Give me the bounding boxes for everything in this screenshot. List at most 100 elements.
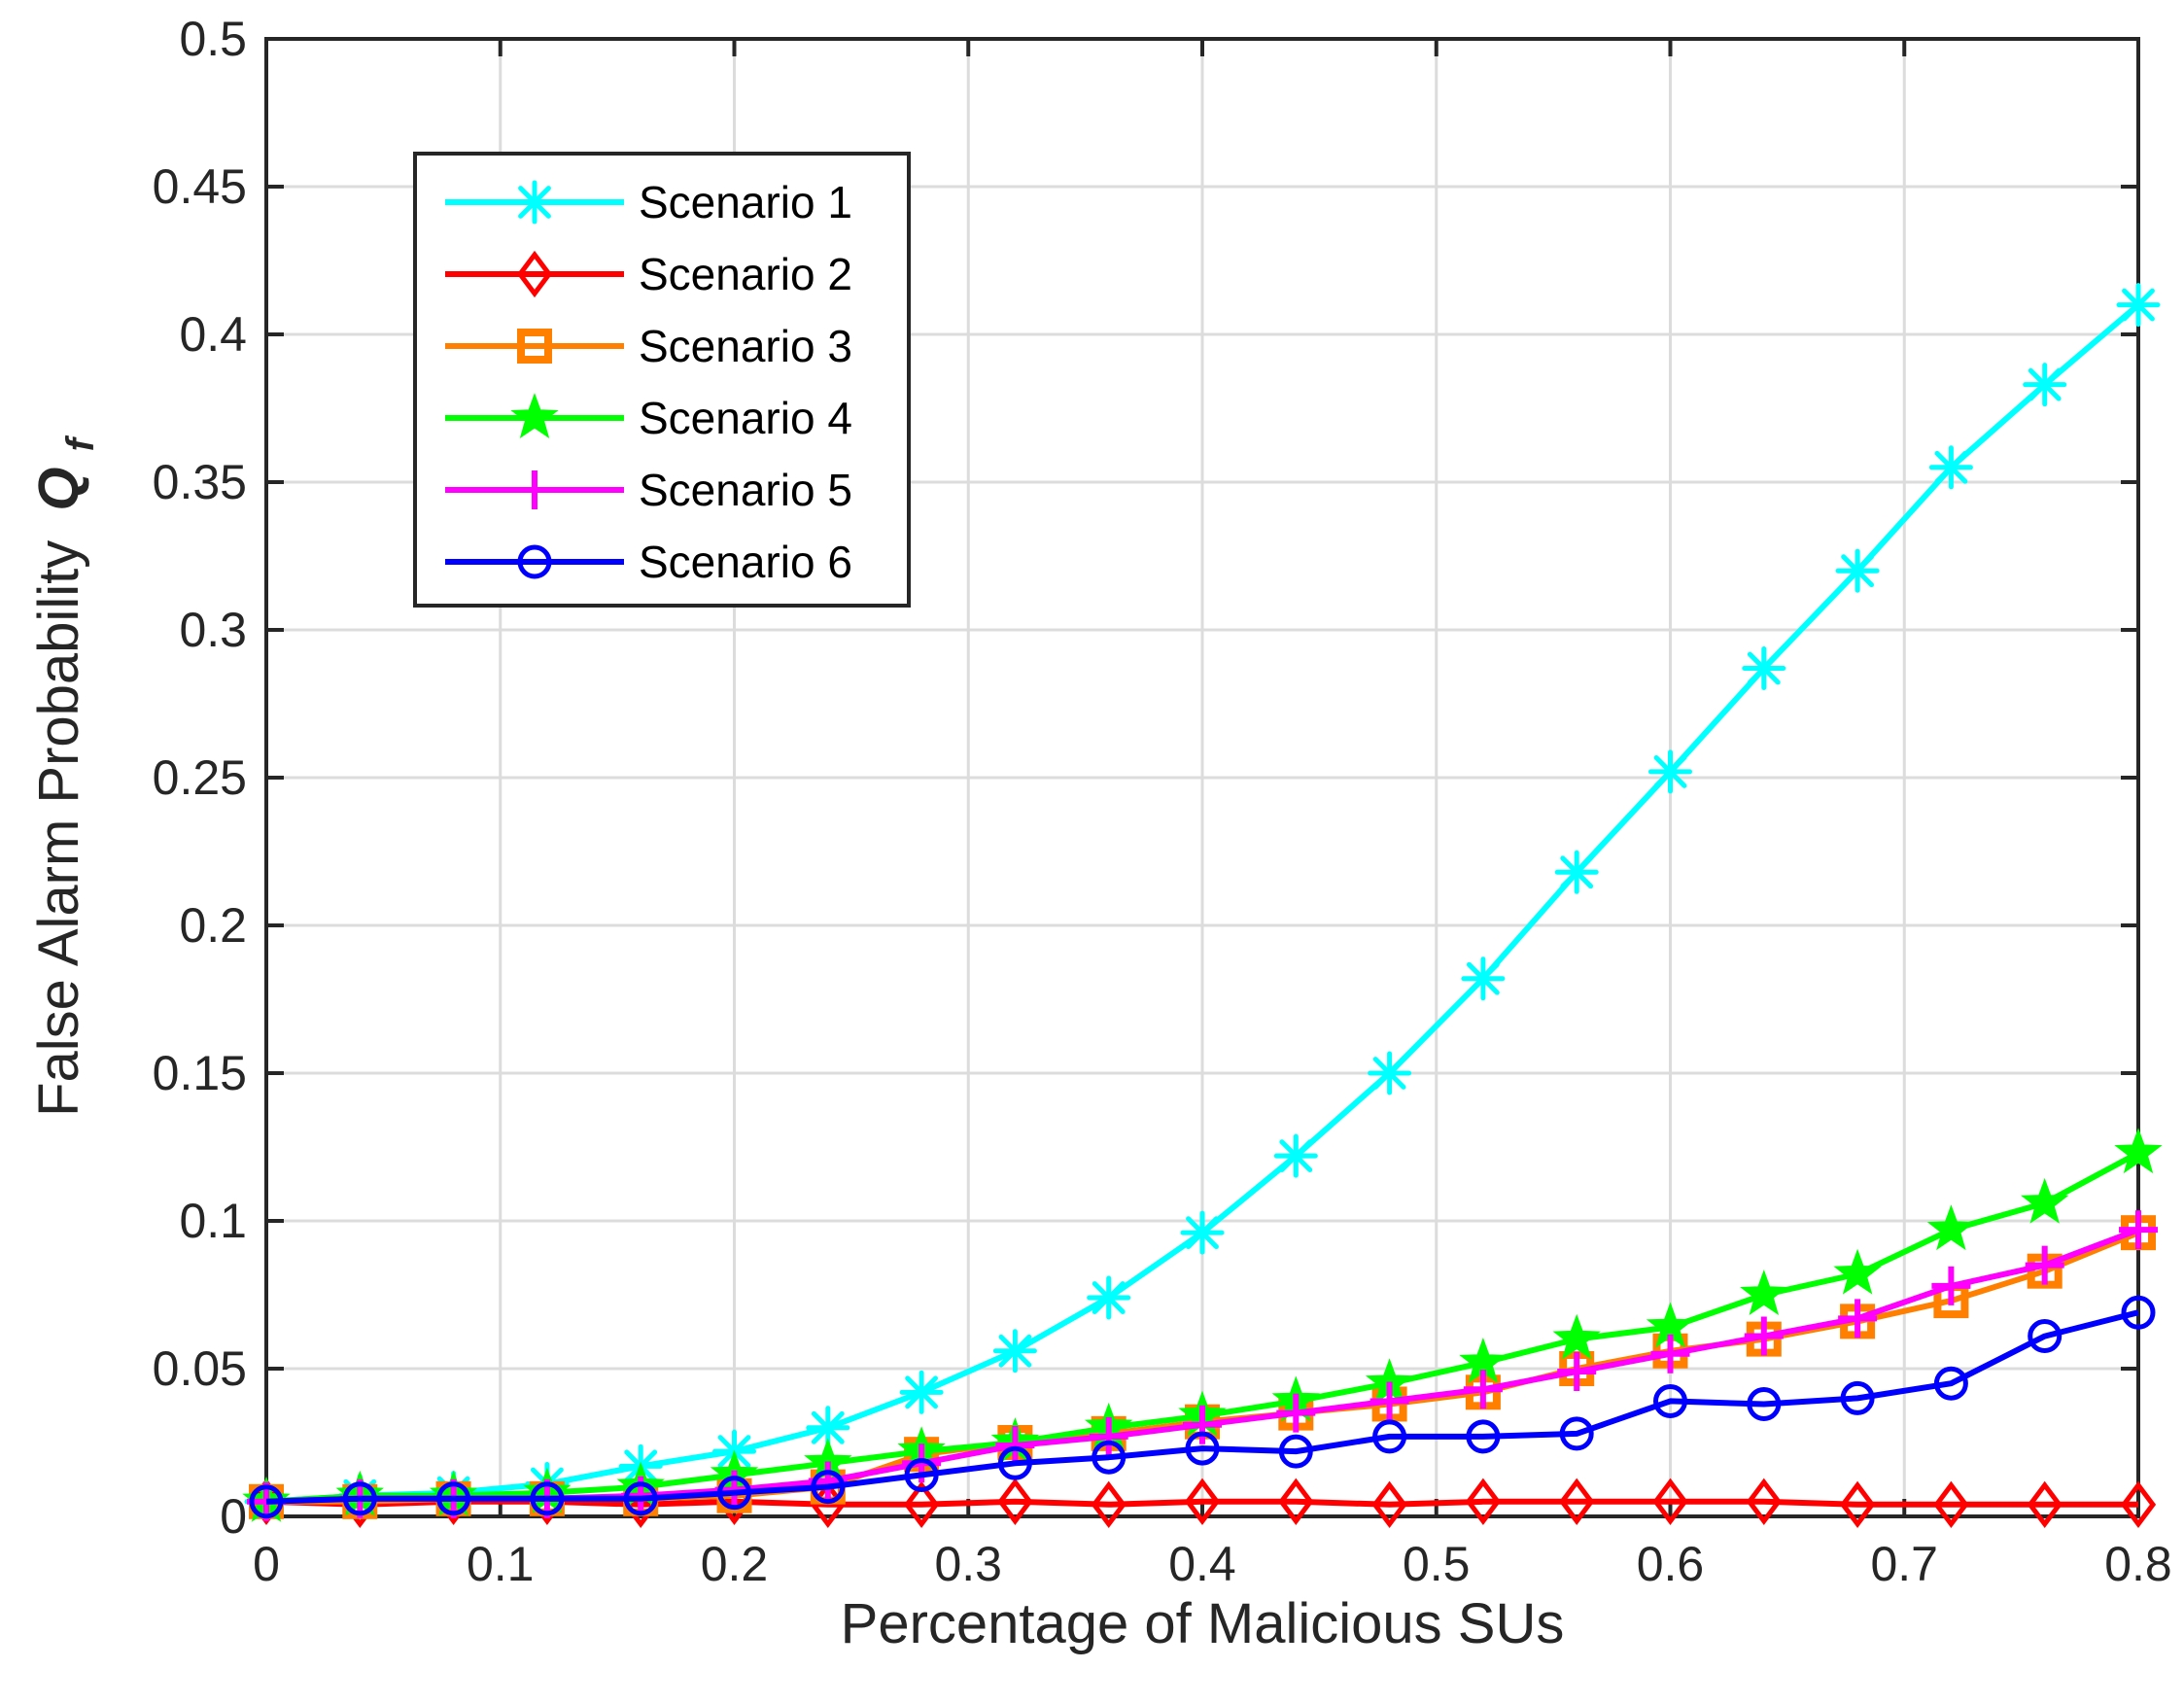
data-point [2021, 1177, 2069, 1224]
x-tick-label: 0.1 [467, 1537, 535, 1591]
data-point [1840, 1380, 1875, 1415]
data-point [436, 1481, 471, 1516]
series-group [242, 283, 2163, 1529]
data-point [1092, 1440, 1127, 1475]
legend-marker [517, 329, 552, 364]
y-axis-label: False Alarm Probability Q f [27, 435, 102, 1117]
x-tick-label: 0.8 [2104, 1537, 2172, 1591]
axis-ticks: 0 0.1 0.2 0.3 0.4 0.5 0.6 0.7 0.8 0 0.05 0.1 0.15 0.2… [153, 12, 2172, 1591]
y-tick-label: 0.4 [179, 307, 247, 362]
data-point-stroke [905, 1375, 938, 1409]
x-axis-label: Percentage of Malicious SUs [841, 1592, 1565, 1655]
data-point [1278, 1434, 1313, 1469]
data-point [995, 1426, 1035, 1466]
data-point [2114, 1128, 2163, 1174]
data-point [1559, 1478, 1595, 1525]
data-point [2121, 1295, 2156, 1330]
data-point [1933, 1366, 1968, 1401]
x-tick-label: 0.6 [1637, 1537, 1705, 1591]
data-point [1740, 1269, 1788, 1315]
data-point [1744, 1316, 1784, 1356]
data-point [1276, 1393, 1316, 1433]
x-tick-label: 0.4 [1168, 1537, 1236, 1591]
data-point [1552, 1313, 1601, 1360]
legend-marker [517, 544, 552, 579]
legend-label: Scenario 6 [639, 537, 852, 587]
y-tick-label: 0.45 [153, 159, 247, 214]
y-axis-label-subscript: f [59, 435, 102, 451]
legend-marker [510, 393, 559, 438]
data-point [2025, 1245, 2064, 1285]
legend-entry: Scenario 5 [445, 465, 852, 515]
data-point [1461, 956, 1506, 1001]
data-point [811, 1470, 846, 1505]
legend-entry: Scenario 4 [445, 393, 852, 443]
data-point [1653, 1383, 1687, 1418]
data-point-stroke [1372, 1057, 1406, 1090]
data-point [1466, 1419, 1501, 1454]
data-point [997, 1478, 1033, 1525]
data-point [1372, 1419, 1407, 1454]
series-6 [249, 1295, 2156, 1519]
legend-label: Scenario 2 [639, 249, 852, 299]
y-tick-label: 0.2 [179, 898, 247, 953]
data-point [1928, 445, 1973, 490]
data-point-stroke [1186, 1216, 1219, 1250]
legend-entry: Scenario 2 [445, 249, 852, 299]
data-point [1838, 1299, 1878, 1339]
data-point [1368, 1051, 1412, 1095]
data-point [2028, 1319, 2063, 1354]
data-point [1835, 548, 1880, 593]
data-point [1278, 1478, 1314, 1525]
data-point-stroke [1653, 755, 1687, 788]
data-point [1839, 1480, 1876, 1529]
data-point [1180, 1210, 1225, 1255]
data-point [1465, 1478, 1502, 1525]
data-point [1746, 1478, 1782, 1525]
data-point-stroke [1279, 1139, 1313, 1173]
data-point-stroke [1560, 855, 1594, 889]
data-point [1650, 1334, 1690, 1374]
data-point [1089, 1416, 1128, 1456]
legend-label: Scenario 3 [639, 321, 852, 371]
data-point [2120, 1480, 2157, 1529]
data-point [623, 1481, 658, 1516]
data-point-stroke [998, 1334, 1032, 1368]
data-point-stroke [1467, 961, 1500, 995]
legend: Scenario 1 Scenario 2 Scenario 3 Scenario 4… [413, 152, 911, 608]
legend-marker [515, 470, 554, 509]
data-point [1371, 1480, 1407, 1529]
data-point [1652, 1478, 1688, 1525]
legend-marker [516, 250, 553, 298]
data-point [1554, 850, 1599, 894]
data-point [1742, 646, 1786, 691]
data-point [1559, 1416, 1594, 1451]
legend-entry: Scenario 3 [445, 321, 852, 371]
y-tick-label: 0.05 [153, 1341, 247, 1396]
data-point-stroke [811, 1410, 845, 1444]
data-point [1557, 1352, 1597, 1392]
data-point-stroke [1934, 450, 1968, 484]
x-tick-label: 0.7 [1870, 1537, 1938, 1591]
data-point-stroke [1841, 554, 1874, 588]
data-point-stroke [2122, 288, 2155, 322]
data-point [530, 1481, 565, 1516]
legend-label: Scenario 4 [639, 393, 852, 443]
data-point [992, 1329, 1037, 1374]
series-line [265, 1498, 2138, 1508]
data-point [1273, 1133, 1318, 1178]
data-point [1926, 1204, 1976, 1251]
y-tick-label: 0.15 [153, 1046, 247, 1100]
x-tick-label: 0 [253, 1537, 280, 1591]
y-axis-label-symbol: Q [27, 468, 90, 511]
legend-label: Scenario 1 [639, 177, 852, 227]
data-point [1931, 1266, 1971, 1305]
y-tick-label: 0.25 [153, 750, 247, 805]
y-tick-label: 0.5 [179, 12, 247, 66]
y-tick-label: 0.3 [179, 603, 247, 657]
legend-marker-stroke [518, 186, 551, 219]
legend-entry: Scenario 1 [445, 177, 852, 227]
data-point [1747, 1386, 1782, 1421]
y-axis-label-text: False Alarm Probability [27, 540, 90, 1117]
